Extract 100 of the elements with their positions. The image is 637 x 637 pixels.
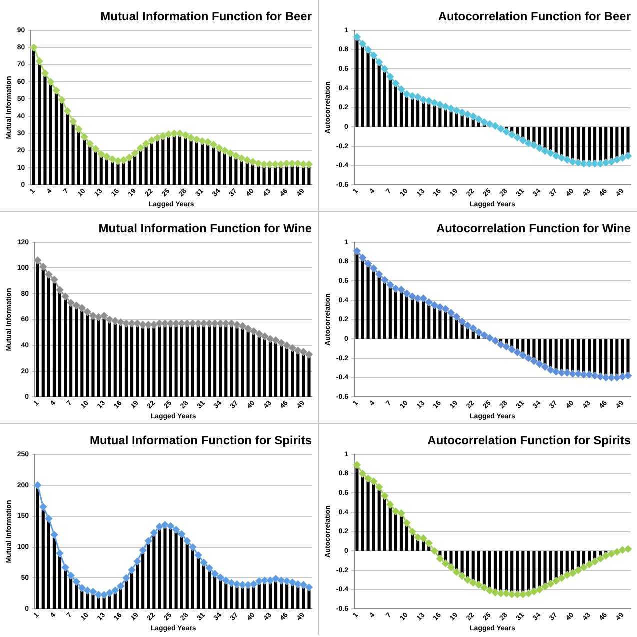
point	[116, 582, 126, 590]
point	[535, 586, 544, 594]
point	[35, 57, 44, 66]
point	[260, 332, 270, 341]
point	[130, 149, 140, 158]
point	[100, 312, 109, 320]
point	[178, 530, 186, 539]
point	[386, 500, 395, 509]
point	[408, 292, 417, 301]
point	[496, 340, 506, 350]
point	[458, 572, 467, 581]
point	[612, 156, 622, 164]
point	[216, 573, 225, 582]
point	[176, 129, 184, 138]
point	[244, 324, 253, 334]
point	[624, 372, 632, 380]
point	[552, 152, 561, 160]
point	[458, 317, 467, 326]
point	[194, 551, 203, 560]
point	[370, 477, 378, 486]
point	[181, 131, 190, 140]
point	[288, 344, 297, 352]
point	[624, 152, 632, 160]
point	[133, 319, 142, 328]
point	[602, 552, 610, 560]
point	[266, 576, 275, 585]
chart-title: Mutual Information Function for Wine	[98, 222, 312, 236]
point	[486, 120, 494, 128]
point	[574, 566, 583, 575]
point	[282, 341, 292, 350]
point	[232, 320, 242, 330]
point	[111, 586, 120, 595]
point	[153, 134, 162, 142]
point	[44, 514, 54, 524]
point	[204, 138, 212, 146]
point	[58, 96, 66, 104]
point	[397, 85, 406, 94]
point	[452, 106, 462, 115]
point	[222, 576, 230, 585]
point	[183, 536, 192, 546]
point	[480, 331, 489, 340]
point	[563, 156, 572, 164]
point	[106, 588, 114, 598]
point	[200, 558, 208, 567]
point	[299, 580, 308, 590]
point	[125, 153, 134, 162]
point	[250, 327, 258, 336]
point	[380, 276, 390, 284]
point	[491, 588, 500, 597]
point	[205, 564, 214, 573]
point	[464, 110, 472, 119]
point	[136, 144, 145, 152]
point	[375, 270, 384, 279]
point	[480, 118, 489, 127]
point	[535, 360, 544, 369]
point	[122, 574, 131, 582]
point	[304, 160, 314, 169]
point	[392, 79, 400, 88]
chart-title: Autocorrelation Function for Wine	[436, 222, 632, 236]
point	[424, 298, 434, 307]
point	[546, 580, 556, 588]
point	[496, 124, 506, 134]
point	[436, 554, 444, 564]
point	[386, 72, 395, 82]
point	[61, 563, 70, 572]
point	[155, 522, 164, 532]
point	[375, 483, 384, 492]
point	[88, 588, 98, 596]
point	[430, 98, 439, 108]
point	[441, 102, 450, 112]
point	[414, 92, 422, 102]
point	[30, 43, 38, 52]
point	[364, 45, 373, 54]
point	[299, 348, 308, 356]
point	[469, 578, 478, 588]
point	[552, 576, 561, 586]
point	[524, 589, 533, 598]
point	[491, 336, 500, 346]
point	[474, 115, 484, 124]
point	[402, 518, 412, 528]
point	[52, 86, 61, 95]
point	[78, 584, 86, 592]
point	[66, 571, 76, 580]
point	[100, 590, 109, 600]
point	[518, 351, 528, 360]
point	[397, 286, 406, 294]
point	[596, 554, 605, 564]
chart-title: Mutual Information Function for Beer	[100, 10, 312, 24]
chart-title: Autocorrelation Function for Beer	[438, 10, 632, 24]
point	[192, 135, 202, 144]
point	[524, 139, 533, 148]
point	[380, 64, 390, 74]
point	[250, 580, 258, 589]
point	[612, 548, 622, 556]
point	[226, 149, 235, 158]
point	[46, 78, 56, 86]
point	[150, 528, 158, 538]
point	[541, 582, 550, 592]
point	[370, 264, 378, 273]
point	[430, 546, 439, 556]
